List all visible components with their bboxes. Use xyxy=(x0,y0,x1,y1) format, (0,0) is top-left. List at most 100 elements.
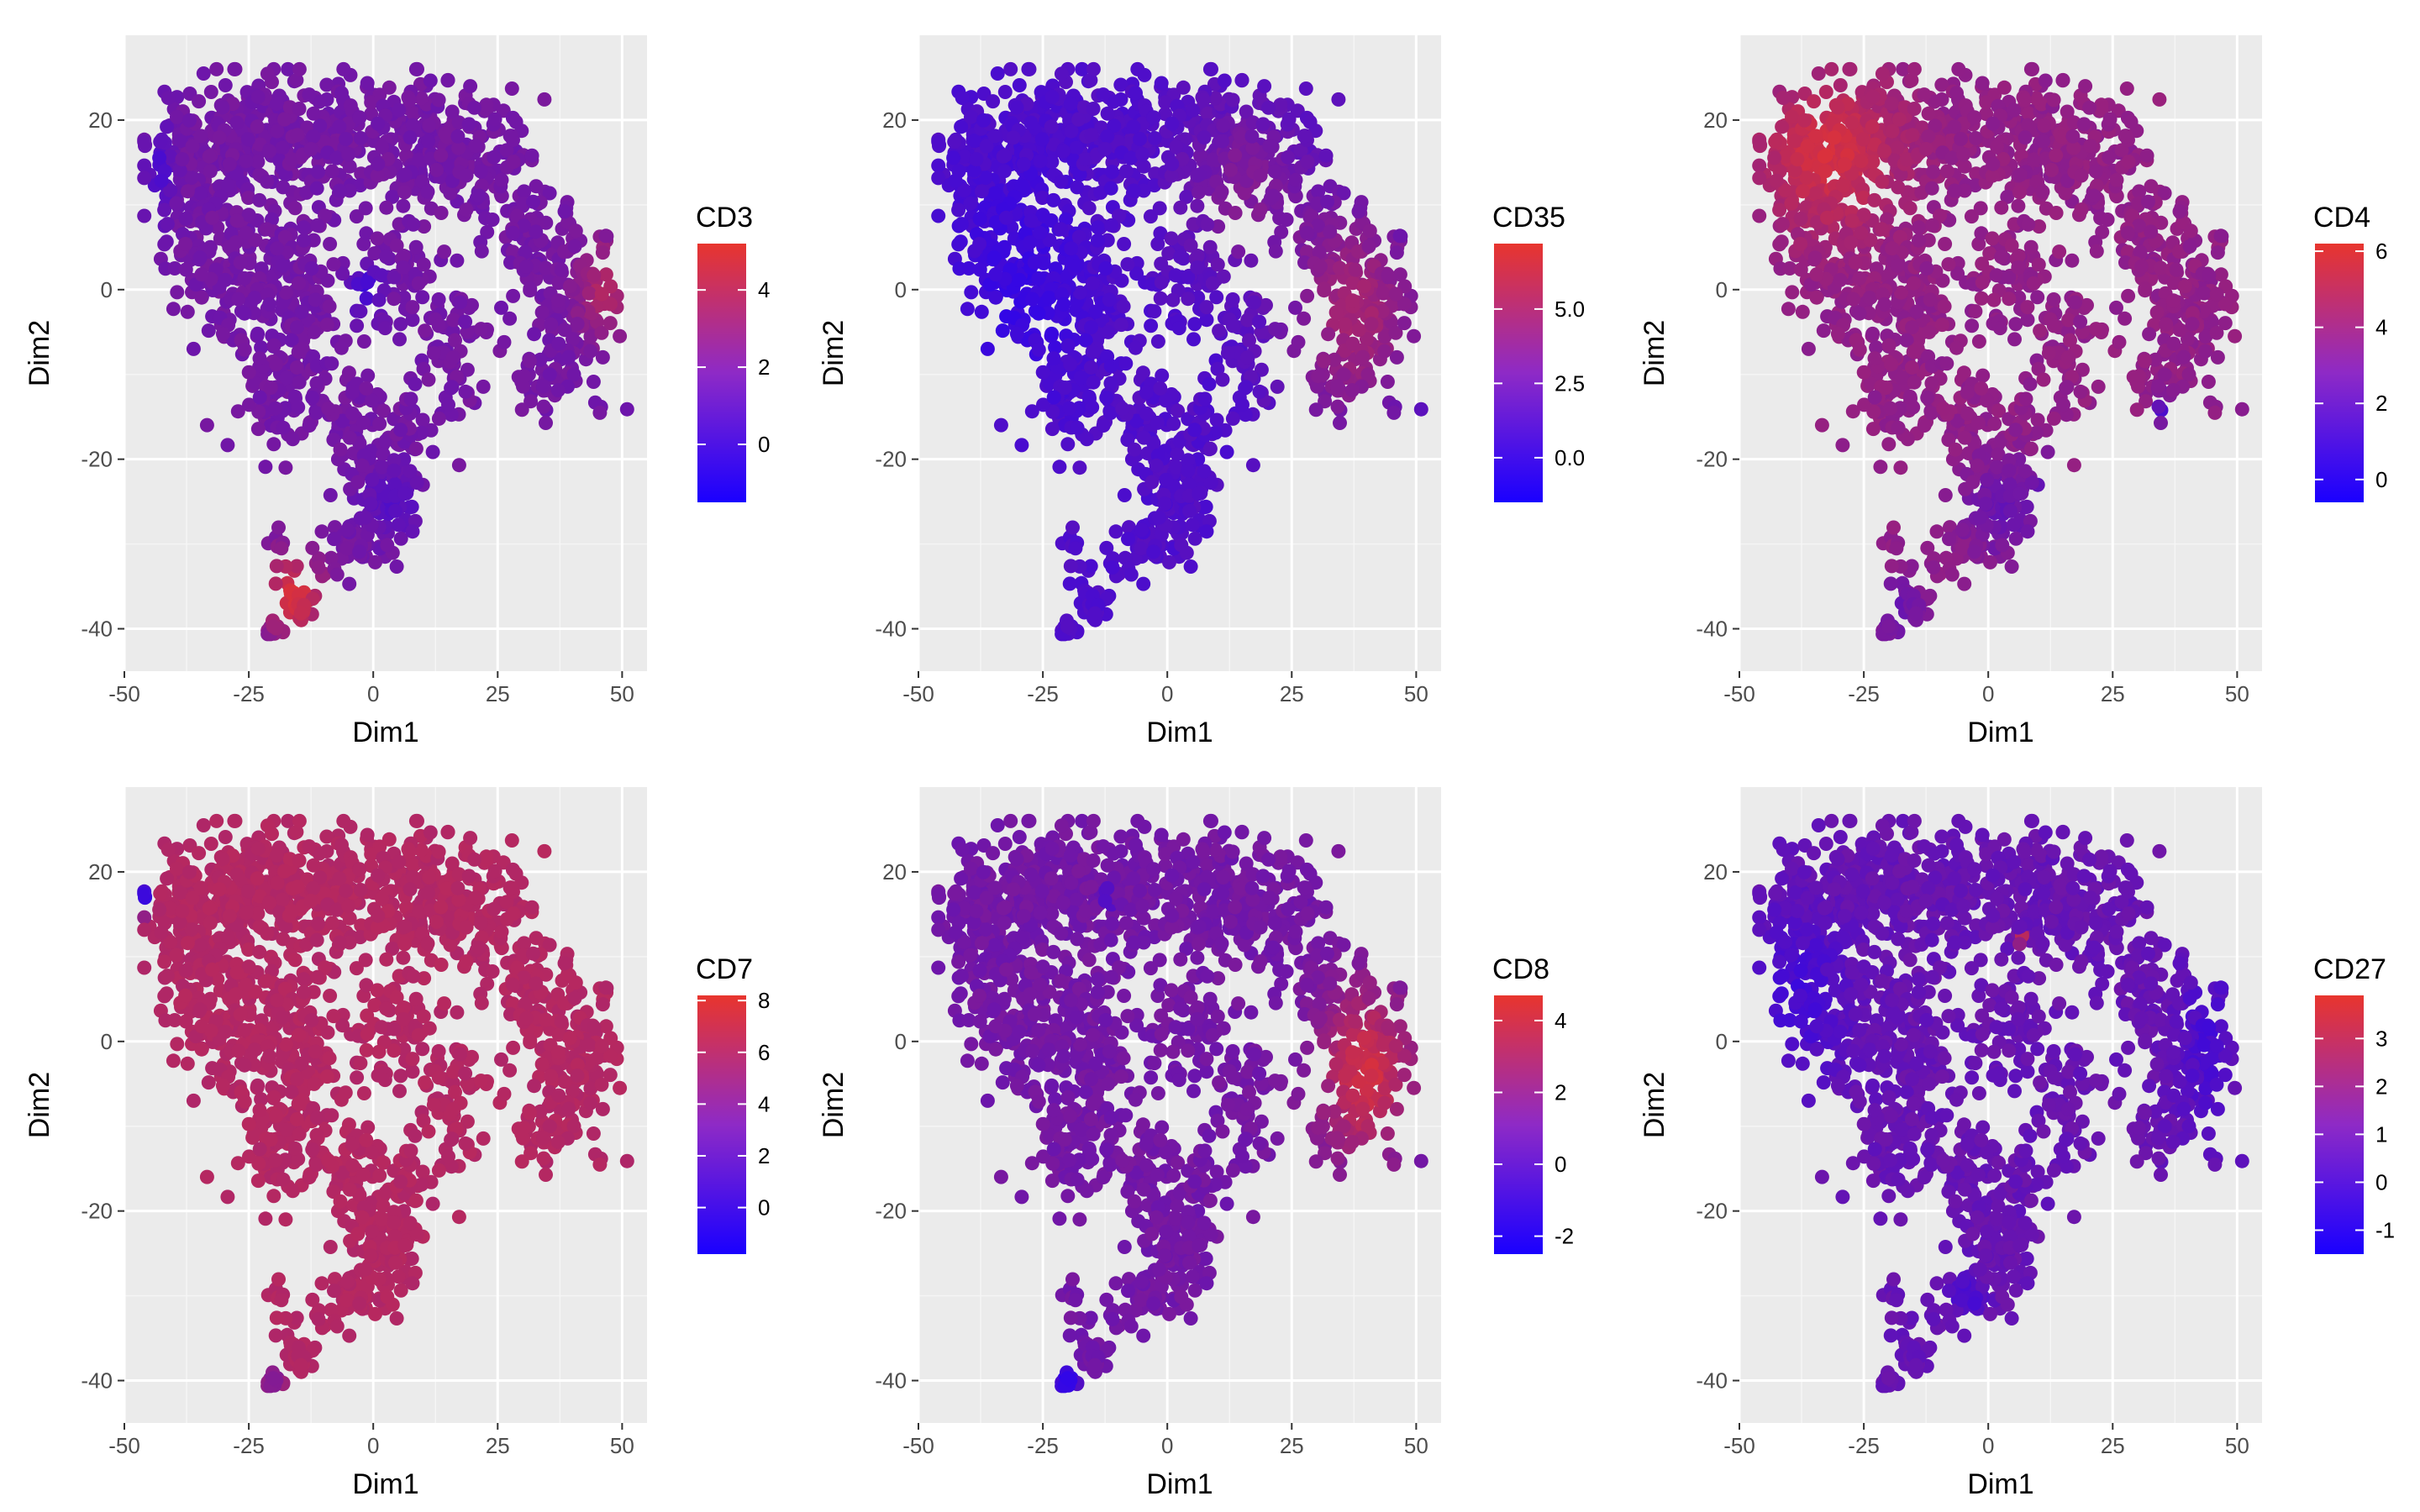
cell-point xyxy=(974,184,989,199)
cell-point xyxy=(2046,292,2061,307)
cell-point xyxy=(443,186,458,201)
cell-point xyxy=(1096,87,1111,102)
cell-point xyxy=(2049,206,2064,220)
cell-point xyxy=(370,168,385,183)
x-tick-label: 50 xyxy=(1404,681,1428,706)
colorbar-tick-label: 0 xyxy=(758,432,770,457)
cell-point xyxy=(1084,320,1098,335)
cell-point xyxy=(201,323,216,339)
cell-point xyxy=(2089,244,2104,259)
cell-point xyxy=(2166,336,2181,351)
cell-point xyxy=(262,144,276,159)
cell-point xyxy=(321,402,336,416)
cell-point xyxy=(463,79,478,94)
cell-point xyxy=(1035,365,1050,380)
cell-point xyxy=(1267,322,1282,337)
cell-point xyxy=(1149,458,1164,473)
cell-point xyxy=(587,268,602,283)
x-tick-label: 50 xyxy=(610,681,634,706)
cell-point xyxy=(250,326,266,341)
cell-point xyxy=(2182,239,2197,254)
cell-point xyxy=(2109,300,2123,315)
cell-point xyxy=(2118,129,2133,144)
cell-point xyxy=(1811,66,1826,81)
cell-point xyxy=(1046,390,1061,405)
cell-point xyxy=(1070,420,1085,435)
cell-point xyxy=(1176,80,1191,95)
cell-point xyxy=(972,236,987,251)
cell-point xyxy=(1012,272,1027,287)
cell-point xyxy=(387,463,402,478)
cell-point xyxy=(1818,85,1833,99)
cell-point xyxy=(1063,357,1078,372)
cell-point xyxy=(1247,295,1262,310)
cell-point xyxy=(271,520,286,535)
cell-point xyxy=(2073,384,2088,399)
cell-point xyxy=(360,275,375,290)
y-tick-label: -40 xyxy=(81,617,113,642)
cell-point xyxy=(1392,228,1407,244)
cell-point xyxy=(404,499,419,514)
cell-point xyxy=(1820,210,1834,225)
cell-point xyxy=(1344,293,1360,308)
cell-point xyxy=(1215,134,1230,149)
cell-point xyxy=(341,147,356,162)
cell-point xyxy=(503,129,518,144)
cell-point xyxy=(1031,306,1046,321)
cell-point xyxy=(1223,162,1238,177)
cell-point xyxy=(1100,129,1115,144)
cell-point xyxy=(408,441,424,456)
cell-point xyxy=(2165,383,2181,398)
cell-point xyxy=(324,164,339,179)
cell-point xyxy=(372,417,387,431)
cell-point xyxy=(1102,292,1117,307)
cell-point xyxy=(1331,92,1346,107)
cell-point xyxy=(2055,72,2070,87)
cell-point xyxy=(2120,225,2135,240)
cell-point xyxy=(518,259,534,274)
cell-point xyxy=(408,376,423,391)
cell-point xyxy=(266,338,281,353)
cell-point xyxy=(345,385,360,400)
cell-point xyxy=(1253,168,1268,183)
cell-point xyxy=(1056,297,1071,312)
cell-point xyxy=(275,140,290,155)
x-tick-label: -25 xyxy=(1848,681,1880,706)
cell-point xyxy=(1153,381,1168,396)
cell-point xyxy=(1253,202,1268,218)
cell-point xyxy=(997,164,1012,179)
cell-point xyxy=(974,304,989,319)
cell-point xyxy=(1169,139,1184,155)
cell-point xyxy=(1116,299,1131,314)
cell-point xyxy=(1016,157,1031,171)
cell-point xyxy=(459,202,474,218)
cell-point xyxy=(1809,267,1824,282)
cell-point xyxy=(184,171,199,185)
cell-point xyxy=(137,158,152,173)
cell-point xyxy=(250,119,265,134)
cell-point xyxy=(1165,156,1180,171)
cell-point xyxy=(1855,132,1870,147)
cell-point xyxy=(1925,218,1940,233)
cell-point xyxy=(425,444,440,459)
cell-point xyxy=(1083,360,1098,375)
cell-point xyxy=(1044,422,1060,437)
cell-point xyxy=(170,109,184,124)
cell-point xyxy=(326,257,341,272)
cell-point xyxy=(1115,402,1130,416)
cell-point xyxy=(352,544,367,559)
cell-point xyxy=(1956,147,1971,162)
cell-point xyxy=(196,66,211,81)
cell-point xyxy=(137,171,152,186)
cell-point xyxy=(2035,184,2050,199)
cell-point xyxy=(1769,173,1784,188)
cell-point xyxy=(1165,116,1180,131)
cell-point xyxy=(2234,402,2249,417)
cell-point xyxy=(1389,245,1404,260)
cell-point xyxy=(1121,532,1135,547)
cell-point xyxy=(342,576,357,591)
cell-point xyxy=(1014,438,1029,453)
cell-point xyxy=(1162,554,1176,570)
cell-point xyxy=(1330,399,1345,414)
cell-point xyxy=(1865,89,1881,104)
